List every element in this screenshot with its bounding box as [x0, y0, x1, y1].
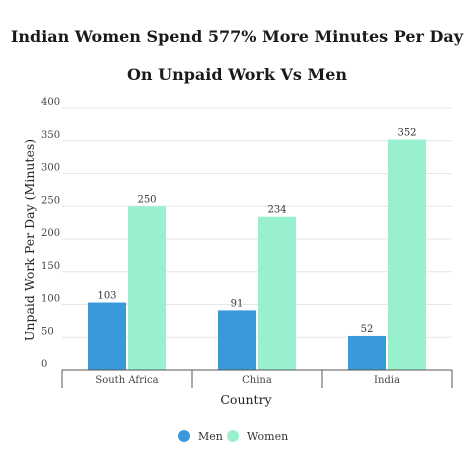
- y-tick-label: 150: [41, 261, 60, 272]
- bar-value-label: 103: [97, 291, 116, 302]
- y-tick-label: 350: [41, 130, 60, 141]
- bar-value-label: 91: [231, 298, 244, 309]
- bars: [88, 139, 426, 370]
- bar-men-india: [348, 335, 386, 370]
- y-axis-label: Unpaid Work Per Day (Minutes): [22, 139, 37, 341]
- legend: Men Women: [178, 430, 288, 443]
- legend-label-men: Men: [198, 430, 223, 443]
- bar-men-china: [218, 310, 256, 370]
- x-tick-label: South Africa: [95, 375, 158, 386]
- legend-label-women: Women: [247, 430, 288, 443]
- y-tick-label: 0: [41, 359, 47, 370]
- x-tick-label: China: [242, 375, 272, 386]
- y-tick-label: 400: [41, 97, 60, 108]
- legend-marker-women: [227, 430, 239, 442]
- y-tick-label: 100: [41, 294, 60, 305]
- bar-value-label: 234: [267, 205, 286, 216]
- x-tick-label: India: [374, 375, 400, 386]
- gridlines: [62, 107, 452, 338]
- x-axis: South Africa China India: [61, 369, 453, 388]
- bar-value-label: 352: [397, 127, 416, 138]
- bar-women-south-africa: [128, 206, 166, 370]
- bar-men-south-africa: [88, 302, 126, 370]
- bar-women-china: [258, 216, 296, 370]
- y-tick-label: 300: [41, 163, 60, 174]
- bar-value-label: 52: [361, 324, 374, 335]
- bar-value-label: 250: [137, 194, 156, 205]
- data-labels: 103 91 52 250 234 352: [97, 127, 416, 335]
- x-axis-label: Country: [220, 392, 272, 407]
- legend-marker-men: [178, 430, 190, 442]
- y-axis-ticks: 0 50 100 150 200 250 300 350 400: [41, 97, 60, 370]
- y-tick-label: 200: [41, 228, 60, 239]
- chart-title: Indian Women Spend 577% More Minutes Per…: [10, 27, 464, 84]
- y-tick-label: 50: [41, 326, 54, 337]
- y-tick-label: 250: [41, 195, 60, 206]
- bar-women-india: [388, 139, 426, 370]
